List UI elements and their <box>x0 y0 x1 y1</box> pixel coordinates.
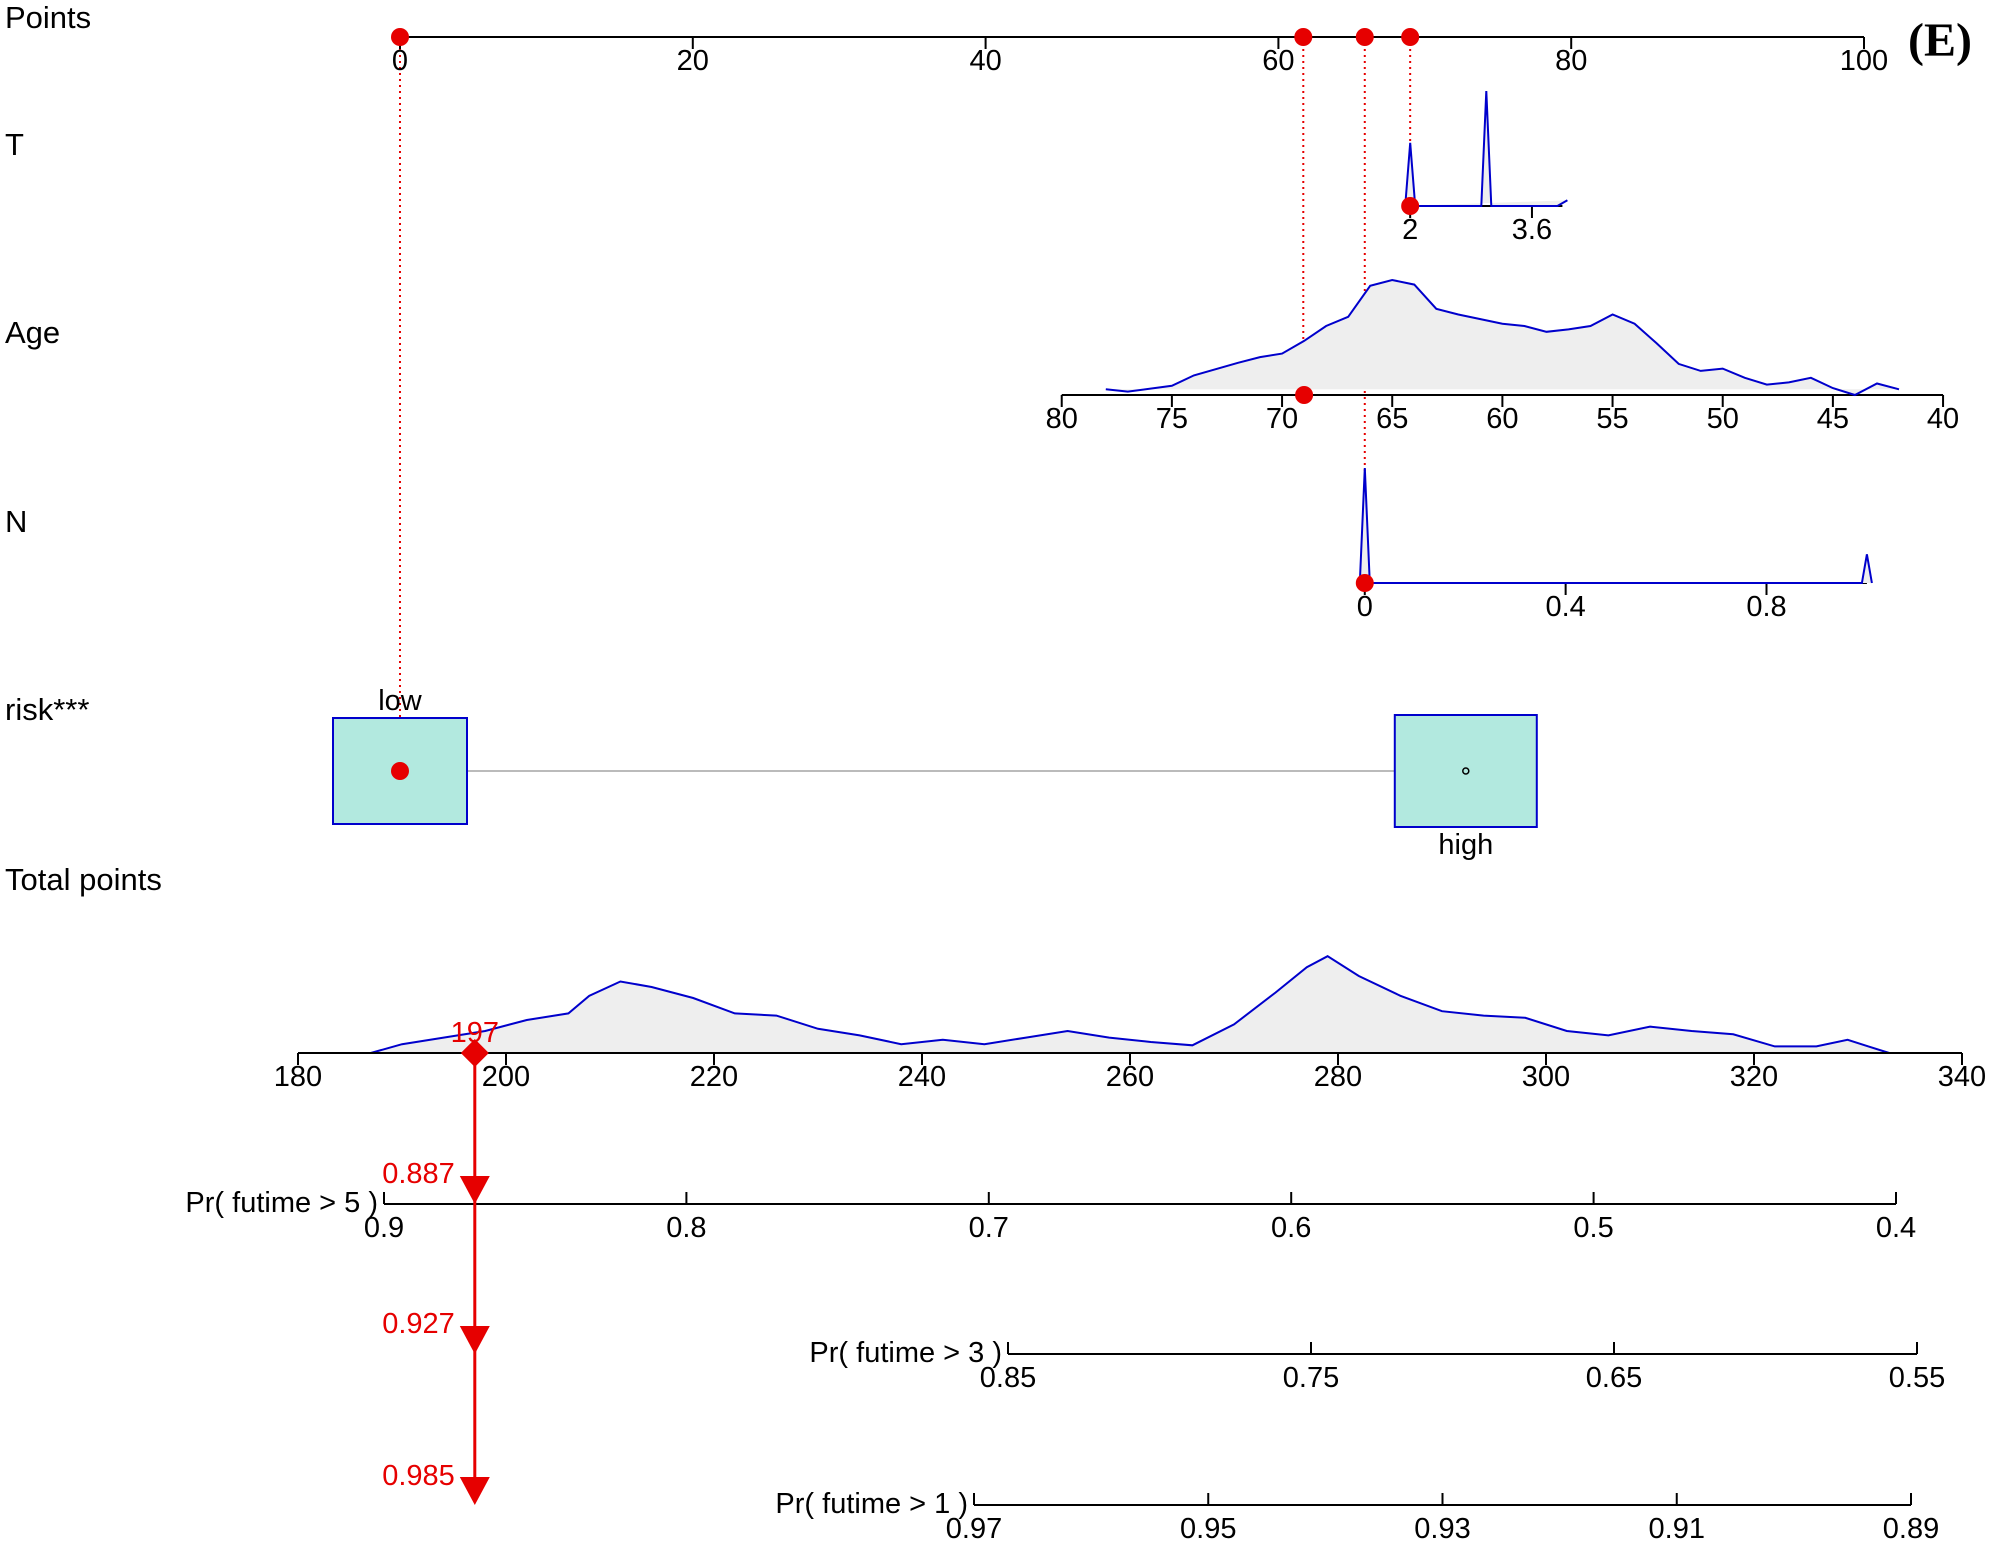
age-axis-tick-label: 80 <box>1046 403 1078 435</box>
n-density-curve <box>1358 467 1873 584</box>
total-points-axis-tick-label: 340 <box>1938 1061 1986 1093</box>
age-axis-tick-label: 40 <box>1927 403 1959 435</box>
t-row-label: T <box>5 127 24 162</box>
points-axis-marker <box>391 28 409 46</box>
points-axis-marker <box>1294 28 1313 46</box>
prob-axis-1-tick-label: 0.8 <box>666 1212 706 1244</box>
points-axis-tick-label: 100 <box>1840 45 1888 77</box>
risk-selected-marker <box>391 762 409 780</box>
n-axis-tick-label: 0 <box>1357 591 1373 623</box>
risk-low-label: low <box>378 685 423 717</box>
total-points-axis-tick-label: 180 <box>274 1061 322 1093</box>
prob-axis-1-label: Pr( futime > 5 ) <box>185 1187 378 1219</box>
prob-axis-3-selected-marker <box>459 1477 490 1505</box>
prob-axis-3-tick-label: 0.95 <box>1180 1513 1236 1544</box>
risk-box-high <box>1393 714 1538 828</box>
variable-rows: T 2 3.6 Age 80 75 70 65 60 55 50 45 40 N 0 0.4 0.8 risk**… <box>5 90 1959 861</box>
points-axis-tick-label: 0 <box>392 45 408 77</box>
total-points-axis-tick-label: 200 <box>482 1061 530 1093</box>
t-axis-tick-label: 3.6 <box>1512 214 1552 246</box>
risk-high-center <box>1462 767 1470 775</box>
prob-axis-3-label: Pr( futime > 1 ) <box>775 1488 968 1520</box>
prob-axis-1-tick-label: 0.9 <box>364 1212 404 1244</box>
prob-axis-2-tick-label: 0.85 <box>980 1362 1036 1394</box>
total-points-axis-tick-label: 280 <box>1314 1061 1362 1093</box>
prob-axis-2-tick-label: 0.65 <box>1586 1362 1642 1394</box>
points-axis-tick-label: 20 <box>677 45 709 77</box>
selection-markers <box>391 28 1420 1505</box>
prob-axis-1-selected-label: 0.887 <box>382 1158 455 1190</box>
total-points-axis-tick-label: 300 <box>1522 1061 1570 1093</box>
n-row-label: N <box>5 504 27 539</box>
prob-axis-3-tick-label: 0.89 <box>1883 1513 1939 1544</box>
age-axis-tick-label: 65 <box>1376 403 1408 435</box>
age-axis-tick-label: 70 <box>1266 403 1298 435</box>
prob-axis-2-tick-label: 0.55 <box>1889 1362 1945 1394</box>
total-points-axis-tick-label: 260 <box>1106 1061 1154 1093</box>
points-axis-marker <box>1355 28 1374 46</box>
prob-axis-1-tick-label: 0.4 <box>1876 1212 1916 1244</box>
total-points-label: Total points <box>5 862 162 897</box>
age-axis-tick-label: 60 <box>1486 403 1518 435</box>
prob-axis-2-tick-label: 0.75 <box>1283 1362 1339 1394</box>
age-axis-tick-label: 75 <box>1156 403 1188 435</box>
t-selected-marker <box>1401 197 1420 215</box>
prob-axis-3-selected-label: 0.985 <box>382 1460 455 1492</box>
points-axis-label: Points <box>5 0 91 35</box>
probability-axes-group: Pr( futime > 5 )0.9 0.8 0.7 0.6 0.5 0.4 0.887 P… <box>185 1158 1945 1544</box>
total-points-axis-tick-label: 220 <box>690 1061 738 1093</box>
n-selected-marker <box>1355 574 1374 592</box>
prob-axis-3-tick-label: 0.93 <box>1414 1513 1470 1544</box>
age-axis-tick-label: 55 <box>1596 403 1628 435</box>
prob-axis-3-tick-label: 0.91 <box>1649 1513 1705 1544</box>
age-density-curve <box>1105 278 1900 397</box>
total-points-axis-tick-label: 320 <box>1730 1061 1778 1093</box>
total-points-density-curve <box>370 955 1890 1054</box>
prob-axis-1-tick-label: 0.6 <box>1271 1212 1311 1244</box>
n-axis-tick-label: 0.4 <box>1545 591 1585 623</box>
points-axis-marker <box>1401 28 1420 46</box>
n-axis-tick-label: 0.8 <box>1746 591 1786 623</box>
panel-label: (E) <box>1908 14 1972 67</box>
prob-axis-1-tick-label: 0.7 <box>969 1212 1009 1244</box>
risk-row-label: risk*** <box>5 692 89 727</box>
prob-axis-2-selected-marker <box>459 1326 490 1354</box>
age-row-label: Age <box>5 315 60 350</box>
age-axis-tick-label: 45 <box>1817 403 1849 435</box>
prob-axis-1-tick-label: 0.5 <box>1573 1212 1613 1244</box>
points-axis-tick-label: 40 <box>969 45 1001 77</box>
prob-axis-2-selected-label: 0.927 <box>382 1308 455 1340</box>
age-axis-tick-label: 50 <box>1707 403 1739 435</box>
t-axis-tick-label: 2 <box>1402 214 1418 246</box>
prob-axis-2-label: Pr( futime > 3 ) <box>809 1337 1002 1369</box>
points-axis-group: Points 0 20 40 60 80 100 <box>5 0 1888 77</box>
prob-axis-3-tick-label: 0.97 <box>946 1513 1002 1544</box>
risk-high-label: high <box>1438 829 1493 861</box>
points-axis-tick-label: 60 <box>1262 45 1294 77</box>
t-density-curve <box>1404 90 1568 207</box>
total-points-axis-tick-label: 240 <box>898 1061 946 1093</box>
guide-lines <box>399 37 1412 771</box>
age-selected-marker <box>1295 386 1314 404</box>
points-axis-tick-label: 80 <box>1555 45 1587 77</box>
prob-axis-1-selected-marker <box>459 1176 490 1204</box>
